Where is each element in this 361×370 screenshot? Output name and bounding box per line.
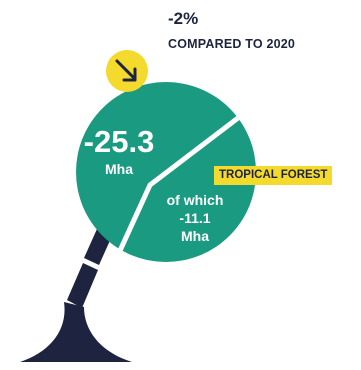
trunk-base xyxy=(20,302,132,362)
total-loss-value: -25.3 xyxy=(83,124,155,159)
tropical-loss-text: of which -11.1 Mha xyxy=(150,191,240,245)
tropical-loss-unit: Mha xyxy=(181,228,209,244)
tropical-forest-tag: TROPICAL FOREST xyxy=(214,166,333,185)
tropical-loss-value: -11.1 xyxy=(179,210,211,226)
branch-line xyxy=(99,116,240,292)
trunk-lower xyxy=(67,263,98,308)
arrow-down-right-icon xyxy=(115,59,137,82)
change-comparison-label: COMPARED TO 2020 xyxy=(168,37,296,51)
total-loss-unit: Mha xyxy=(105,161,133,177)
tropical-loss-line1: of which xyxy=(166,192,224,208)
trend-badge xyxy=(106,50,148,92)
change-percent: -2% xyxy=(168,9,199,28)
